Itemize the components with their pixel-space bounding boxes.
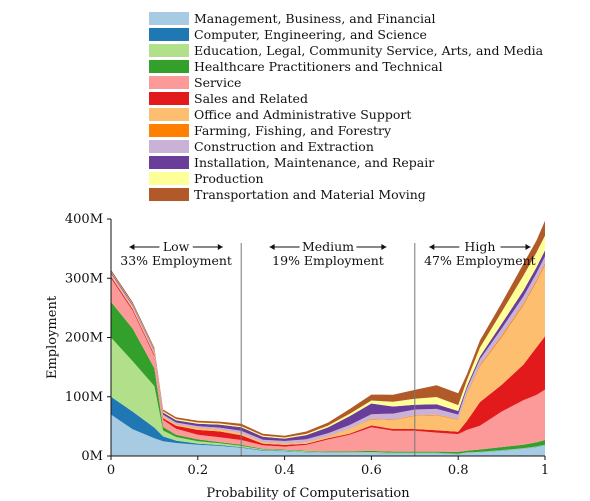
y-axis-title: Employment xyxy=(45,295,60,379)
region-arrowhead-left-2 xyxy=(269,244,275,250)
legend-label-3: Education, Legal, Community Service, Art… xyxy=(194,43,544,58)
legend-label-6: Sales and Related xyxy=(194,91,308,106)
x-tick-label-1: 0 xyxy=(107,463,115,478)
legend-swatch-4 xyxy=(149,60,189,73)
region-label-3: High xyxy=(464,239,495,254)
plot-areas xyxy=(111,220,545,456)
x-axis-title: Probability of Computerisation xyxy=(206,486,410,501)
legend-swatch-9 xyxy=(149,140,189,153)
legend-label-7: Office and Administrative Support xyxy=(194,107,411,122)
legend-swatch-7 xyxy=(149,108,189,121)
legend-label-12: Transportation and Material Moving xyxy=(194,187,426,202)
legend-swatch-10 xyxy=(149,156,189,169)
legend-label-9: Construction and Extraction xyxy=(194,139,374,154)
threshold-lines xyxy=(240,243,416,456)
region-arrowhead-left-3 xyxy=(429,244,435,250)
legend-swatch-1 xyxy=(149,12,189,25)
region-arrowhead-right-1 xyxy=(217,244,223,250)
y-tick-label-1: 0M xyxy=(81,449,103,464)
legend-label-4: Healthcare Practitioners and Technical xyxy=(194,59,443,74)
region-label-2: Medium xyxy=(302,239,354,254)
x-tick-label-5: 0.8 xyxy=(448,463,469,478)
region-share-3: 47% Employment xyxy=(424,253,536,268)
y-tick-label-2: 100M xyxy=(65,390,103,405)
region-share-2: 19% Employment xyxy=(272,253,384,268)
legend-swatch-6 xyxy=(149,92,189,105)
region-arrowhead-right-3 xyxy=(525,244,531,250)
legend-swatch-3 xyxy=(149,44,189,57)
legend: Management, Business, and FinancialCompu… xyxy=(149,11,544,202)
legend-label-8: Farming, Fishing, and Forestry xyxy=(194,123,392,138)
region-arrowhead-left-1 xyxy=(129,244,135,250)
legend-swatch-8 xyxy=(149,124,189,137)
y-tick-label-5: 400M xyxy=(65,212,103,227)
legend-label-11: Production xyxy=(194,171,264,186)
legend-swatch-11 xyxy=(149,172,189,185)
x-tick-label-3: 0.4 xyxy=(274,463,295,478)
area-5 xyxy=(111,278,545,452)
legend-swatch-2 xyxy=(149,28,189,41)
region-share-1: 33% Employment xyxy=(120,253,232,268)
x-tick-label-2: 0.2 xyxy=(187,463,208,478)
y-tick-label-3: 200M xyxy=(65,331,103,346)
legend-label-10: Installation, Maintenance, and Repair xyxy=(194,155,434,170)
axes: 0 0.2 0.4 0.6 0.8 1 0M 100M 200M 300M 400M Probabil… xyxy=(45,212,549,501)
region-arrowhead-right-2 xyxy=(381,244,387,250)
x-tick-label-4: 0.6 xyxy=(361,463,382,478)
y-tick-label-4: 300M xyxy=(65,271,103,286)
legend-swatch-12 xyxy=(149,188,189,201)
area-1 xyxy=(111,414,545,456)
legend-label-2: Computer, Engineering, and Science xyxy=(194,27,427,42)
region-label-1: Low xyxy=(163,239,190,254)
legend-label-5: Service xyxy=(194,75,241,90)
legend-label-1: Management, Business, and Financial xyxy=(194,11,435,26)
legend-swatch-5 xyxy=(149,76,189,89)
x-tick-label-6: 1 xyxy=(541,463,549,478)
